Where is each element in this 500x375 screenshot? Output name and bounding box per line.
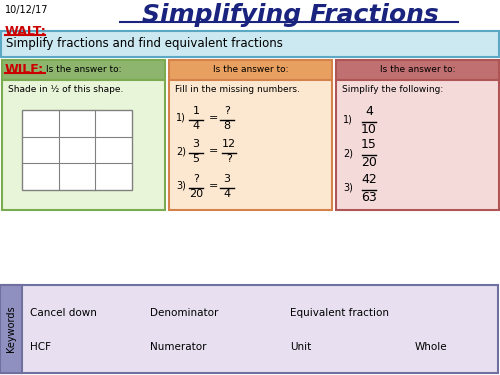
Text: =: = bbox=[209, 181, 218, 191]
Text: 10/12/17: 10/12/17 bbox=[5, 5, 49, 15]
FancyBboxPatch shape bbox=[169, 80, 332, 210]
FancyBboxPatch shape bbox=[336, 80, 499, 210]
Text: 42: 42 bbox=[361, 173, 377, 186]
Text: ?: ? bbox=[224, 106, 230, 116]
Text: Equivalent fraction: Equivalent fraction bbox=[290, 308, 389, 318]
Text: 3): 3) bbox=[343, 183, 353, 193]
Text: =: = bbox=[209, 146, 218, 156]
Text: Simplify fractions and find equivalent fractions: Simplify fractions and find equivalent f… bbox=[6, 38, 283, 51]
Text: Is the answer to:: Is the answer to: bbox=[380, 66, 455, 75]
Text: 63: 63 bbox=[361, 191, 377, 204]
Text: Numerator: Numerator bbox=[150, 342, 206, 352]
Text: 4: 4 bbox=[192, 121, 200, 131]
Text: 3): 3) bbox=[176, 181, 186, 191]
Text: =: = bbox=[209, 113, 218, 123]
Text: 15: 15 bbox=[361, 138, 377, 151]
Text: Whole: Whole bbox=[415, 342, 448, 352]
Text: 12: 12 bbox=[222, 139, 236, 149]
Text: Shade in ½ of this shape.: Shade in ½ of this shape. bbox=[8, 85, 123, 94]
Text: Simplifying Fractions: Simplifying Fractions bbox=[142, 3, 439, 27]
FancyBboxPatch shape bbox=[22, 110, 132, 190]
FancyBboxPatch shape bbox=[2, 60, 165, 80]
FancyBboxPatch shape bbox=[0, 285, 22, 373]
FancyBboxPatch shape bbox=[2, 80, 165, 210]
Text: Keywords: Keywords bbox=[6, 306, 16, 352]
Text: 10: 10 bbox=[361, 123, 377, 136]
Text: Is the answer to:: Is the answer to: bbox=[46, 66, 121, 75]
Text: Cancel down: Cancel down bbox=[30, 308, 97, 318]
Text: 3: 3 bbox=[224, 174, 230, 184]
FancyBboxPatch shape bbox=[169, 60, 332, 80]
Text: 2): 2) bbox=[343, 148, 353, 158]
Text: 20: 20 bbox=[361, 156, 377, 169]
Text: WALT:: WALT: bbox=[5, 25, 47, 38]
Text: 4: 4 bbox=[224, 189, 230, 199]
Text: 1: 1 bbox=[192, 106, 200, 116]
FancyBboxPatch shape bbox=[1, 31, 499, 57]
Text: Simplify the following:: Simplify the following: bbox=[342, 85, 444, 94]
Text: 5: 5 bbox=[192, 154, 200, 164]
Text: Denominator: Denominator bbox=[150, 308, 218, 318]
Text: Unit: Unit bbox=[290, 342, 311, 352]
Text: 3: 3 bbox=[192, 139, 200, 149]
Text: Fill in the missing numbers.: Fill in the missing numbers. bbox=[175, 85, 300, 94]
Text: HCF: HCF bbox=[30, 342, 51, 352]
Text: 2): 2) bbox=[176, 146, 186, 156]
Text: 8: 8 bbox=[224, 121, 230, 131]
FancyBboxPatch shape bbox=[0, 285, 498, 373]
FancyBboxPatch shape bbox=[336, 60, 499, 80]
Text: 1): 1) bbox=[343, 115, 353, 125]
Text: 20: 20 bbox=[189, 189, 203, 199]
Text: Is the answer to:: Is the answer to: bbox=[213, 66, 288, 75]
Text: WILF:: WILF: bbox=[5, 63, 44, 76]
Text: ?: ? bbox=[193, 174, 199, 184]
Text: ?: ? bbox=[226, 154, 232, 164]
Text: 1): 1) bbox=[176, 113, 186, 123]
Text: 4: 4 bbox=[365, 105, 373, 118]
